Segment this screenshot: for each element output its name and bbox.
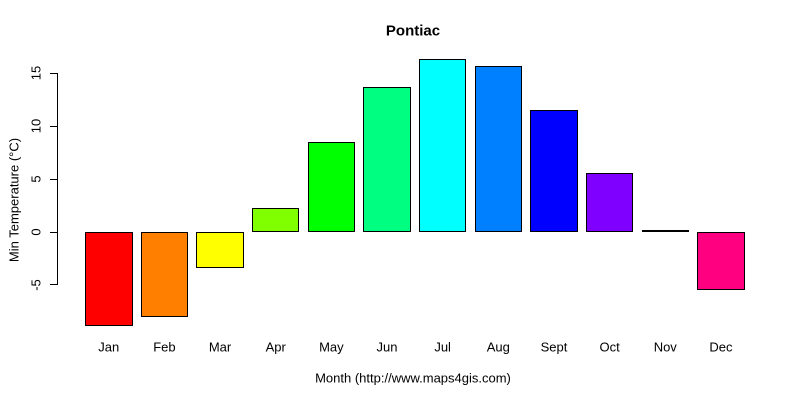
- x-tick-label-jan: Jan: [98, 339, 120, 355]
- y-axis-line: [57, 73, 58, 285]
- x-axis-label: Month (http://www.maps4gis.com): [315, 370, 511, 386]
- y-tick-label: 15: [28, 66, 44, 81]
- bar-dec: [697, 232, 745, 291]
- y-axis-label: Min Temperature (°C): [6, 137, 22, 263]
- bar-mar: [196, 232, 244, 268]
- x-tick-label-nov: Nov: [653, 339, 677, 355]
- bar-oct: [585, 172, 634, 232]
- x-tick-label-may: May: [319, 339, 344, 355]
- y-tick-label: 5: [28, 175, 44, 183]
- x-tick-label-feb: Feb: [153, 339, 176, 355]
- bar-jan: [85, 232, 133, 327]
- bar-may: [307, 142, 356, 232]
- bar-feb: [140, 232, 189, 317]
- x-tick-label-aug: Aug: [486, 339, 510, 355]
- y-tick-mark: [50, 231, 57, 233]
- bar-apr: [251, 207, 300, 232]
- bar-sept: [530, 110, 578, 232]
- x-tick-label-apr: Apr: [265, 339, 286, 355]
- x-tick-label-jun: Jun: [376, 339, 398, 355]
- y-tick-mark: [50, 72, 57, 74]
- y-tick-label: -5: [28, 279, 44, 291]
- y-tick-mark: [50, 125, 57, 127]
- x-tick-label-dec: Dec: [709, 339, 733, 355]
- bar-jun: [363, 87, 411, 232]
- x-tick-label-sept: Sept: [540, 339, 568, 355]
- bar-aug: [474, 66, 523, 232]
- bar-nov: [641, 229, 689, 232]
- y-tick-label: 0: [28, 228, 44, 236]
- y-tick-mark: [50, 178, 57, 180]
- x-tick-label-jul: Jul: [434, 339, 451, 355]
- x-tick-label-mar: Mar: [208, 339, 232, 355]
- bar-jul: [418, 58, 467, 232]
- chart-title: Pontiac: [385, 22, 441, 40]
- y-tick-mark: [50, 284, 57, 286]
- y-tick-label: 10: [28, 119, 44, 134]
- x-tick-label-oct: Oct: [599, 339, 620, 355]
